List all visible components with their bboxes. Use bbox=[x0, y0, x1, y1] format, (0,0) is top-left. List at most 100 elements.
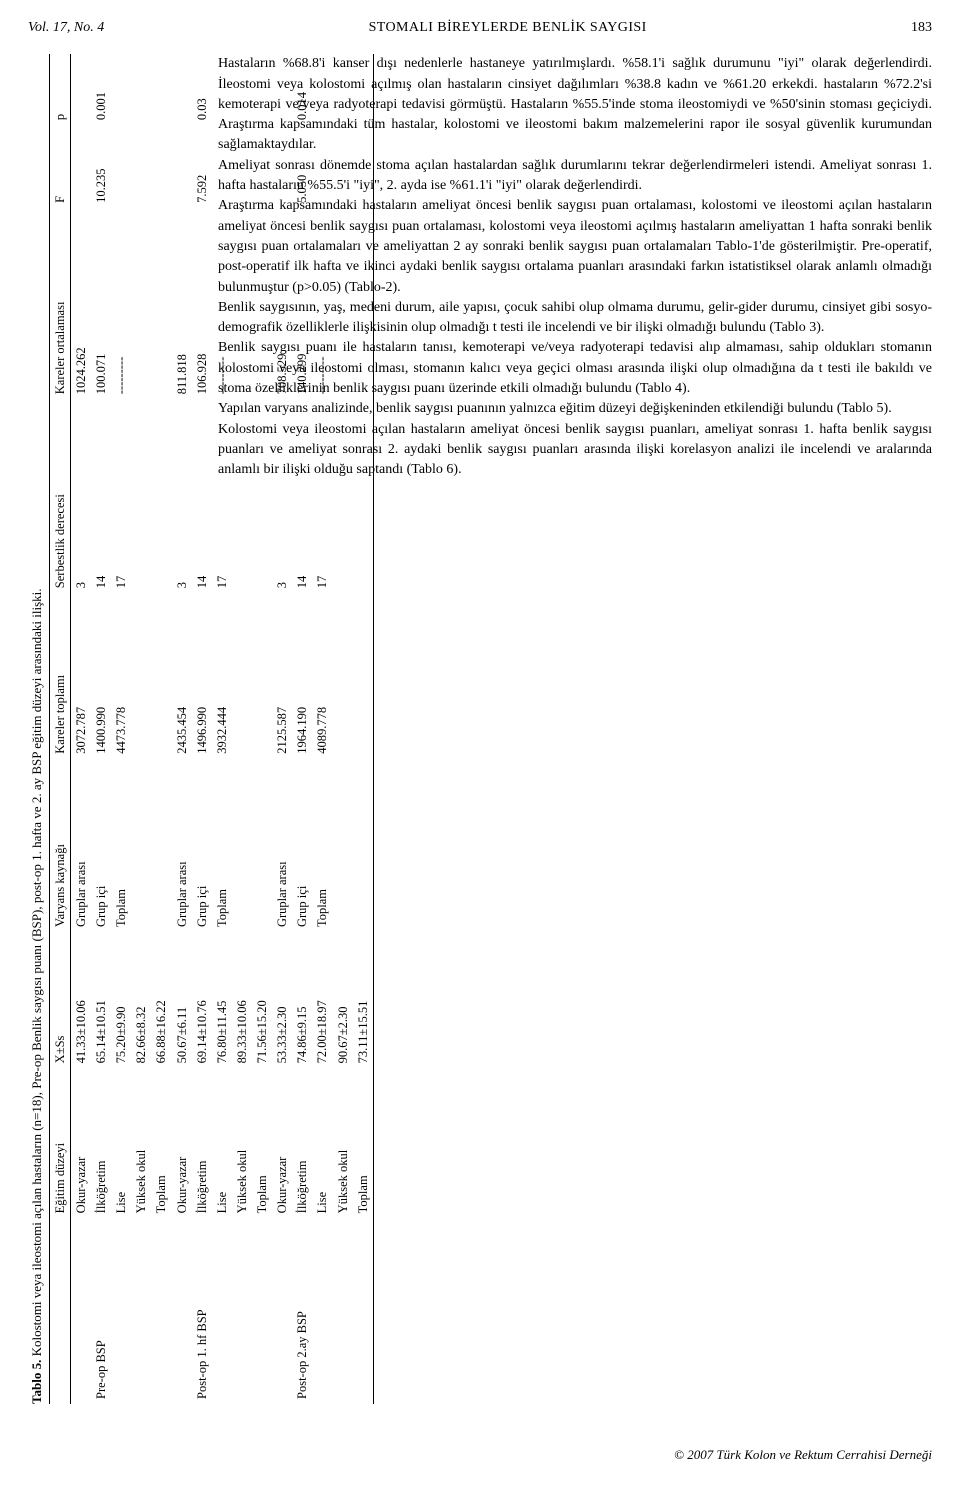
table-cell bbox=[151, 125, 171, 208]
table-cell: 14 bbox=[91, 400, 111, 594]
table-row: Lise75.20±9.90Toplam4473.77817--------- bbox=[111, 54, 131, 1404]
table-cell bbox=[131, 759, 151, 932]
table-cell bbox=[333, 400, 353, 594]
table-cell: Gruplar arası bbox=[172, 759, 192, 932]
th-xss: X±Ss bbox=[49, 932, 70, 1068]
table-cell: 65.14±10.51 bbox=[91, 932, 111, 1068]
th-f: F bbox=[49, 125, 70, 208]
table-cell: Toplam bbox=[212, 759, 232, 932]
table-cell bbox=[131, 54, 151, 125]
table-cell bbox=[252, 759, 272, 932]
table-cell: 1964.190 bbox=[292, 594, 312, 760]
header-page-number: 183 bbox=[911, 18, 932, 38]
table-cell bbox=[252, 594, 272, 760]
table-cell bbox=[172, 125, 192, 208]
table-cell bbox=[333, 125, 353, 208]
table-cell: 89.33±10.06 bbox=[232, 932, 252, 1068]
table-row: Okur-yazar50.67±6.11Gruplar arası2435.45… bbox=[172, 54, 192, 1404]
table-cell: 140.299 bbox=[292, 208, 312, 399]
table-cell bbox=[312, 54, 332, 125]
table-row: Toplam66.88±16.22 bbox=[151, 54, 171, 1404]
rotated-table-wrapper: Tablo 5. Kolostomi veya ileostomi açılan… bbox=[28, 54, 196, 1404]
table-cell: 41.33±10.06 bbox=[70, 932, 91, 1068]
table-cell: Grup içi bbox=[91, 759, 111, 932]
table-caption-text: Kolostomi veya ileostomi açılan hastalar… bbox=[29, 589, 44, 1360]
th-varyans: Varyans kaynağı bbox=[49, 759, 70, 932]
table-cell: 0.03 bbox=[192, 54, 212, 125]
table-row: Yüksek okul89.33±10.06 bbox=[232, 54, 252, 1404]
table-cell: 69.14±10.76 bbox=[192, 932, 212, 1068]
table-cell bbox=[232, 54, 252, 125]
block-label-cell: Pre-op BSP bbox=[91, 1219, 111, 1405]
block-label-cell: Post-op 2.ay BSP bbox=[292, 1219, 312, 1405]
table-cell: 4089.778 bbox=[312, 594, 332, 760]
table-row: Toplam73.11±15.51 bbox=[353, 54, 374, 1404]
table-cell: 17 bbox=[312, 400, 332, 594]
table-cell bbox=[312, 125, 332, 208]
table-cell: --------- bbox=[212, 208, 232, 399]
table-caption-label: Tablo 5. bbox=[29, 1360, 44, 1404]
table-cell: İlköğretim bbox=[192, 1069, 212, 1219]
th-blank bbox=[49, 1219, 70, 1405]
table-cell bbox=[151, 54, 171, 125]
table-cell: 4473.778 bbox=[111, 594, 131, 760]
table-row: Post-op 1. hf BSPİlköğretim69.14±10.76Gr… bbox=[192, 54, 212, 1404]
table-cell: 811.818 bbox=[172, 208, 192, 399]
table-cell: 3072.787 bbox=[70, 594, 91, 760]
table-cell bbox=[232, 208, 252, 399]
table-cell: Grup içi bbox=[292, 759, 312, 932]
table-cell bbox=[131, 594, 151, 760]
running-header: Vol. 17, No. 4 STOMALI BİREYLERDE BENLİK… bbox=[28, 18, 932, 38]
table-cell: Toplam bbox=[353, 1069, 374, 1219]
block-label-cell bbox=[232, 1219, 252, 1405]
table-cell: 17 bbox=[111, 400, 131, 594]
table-cell: İlköğretim bbox=[292, 1069, 312, 1219]
table-cell: 73.11±15.51 bbox=[353, 932, 374, 1068]
table-cell: --------- bbox=[312, 208, 332, 399]
table-cell: Toplam bbox=[312, 759, 332, 932]
table-cell: Okur-yazar bbox=[172, 1069, 192, 1219]
table-cell bbox=[272, 54, 292, 125]
table-cell bbox=[212, 54, 232, 125]
table-cell bbox=[333, 594, 353, 760]
th-egitim: Eğitim düzeyi bbox=[49, 1069, 70, 1219]
table-cell: Gruplar arası bbox=[70, 759, 91, 932]
table-cell: Lise bbox=[312, 1069, 332, 1219]
table-cell: 71.56±15.20 bbox=[252, 932, 272, 1068]
block-label-cell bbox=[212, 1219, 232, 1405]
table-cell: Okur-yazar bbox=[272, 1069, 292, 1219]
th-kareler-ort: Kareler ortalaması bbox=[49, 208, 70, 399]
table-cell: Grup içi bbox=[192, 759, 212, 932]
table-cell: 74.86±9.15 bbox=[292, 932, 312, 1068]
table-cell: Toplam bbox=[151, 1069, 171, 1219]
table-cell bbox=[252, 54, 272, 125]
main-content: Tablo 5. Kolostomi veya ileostomi açılan… bbox=[28, 54, 932, 1404]
table-row: Okur-yazar53.33±2.30Gruplar arası2125.58… bbox=[272, 54, 292, 1404]
table-cell bbox=[131, 208, 151, 399]
table-cell: 75.20±9.90 bbox=[111, 932, 131, 1068]
table-cell: İlköğretim bbox=[91, 1069, 111, 1219]
th-kareler-toplami: Kareler toplamı bbox=[49, 594, 70, 760]
table-header-row: Eğitim düzeyi X±Ss Varyans kaynağı Karel… bbox=[49, 54, 70, 1404]
table-cell: 3932.444 bbox=[212, 594, 232, 760]
table-cell bbox=[151, 759, 171, 932]
table-caption: Tablo 5. Kolostomi veya ileostomi açılan… bbox=[28, 54, 47, 1404]
block-label-cell bbox=[252, 1219, 272, 1405]
table-cell: Lise bbox=[111, 1069, 131, 1219]
table-cell bbox=[353, 594, 374, 760]
table-cell: 90.67±2.30 bbox=[333, 932, 353, 1068]
table-cell bbox=[353, 54, 374, 125]
block-label-cell bbox=[172, 1219, 192, 1405]
table-cell: 708.529 bbox=[272, 208, 292, 399]
table-row: Pre-op BSPİlköğretim65.14±10.51Grup içi 1… bbox=[91, 54, 111, 1404]
table-cell bbox=[353, 759, 374, 932]
table-cell: 5.050 bbox=[292, 125, 312, 208]
table-cell: 2125.587 bbox=[272, 594, 292, 760]
header-volume: Vol. 17, No. 4 bbox=[28, 18, 104, 38]
table-cell bbox=[272, 125, 292, 208]
table-row: Lise76.80±11.45Toplam3932.44417--------- bbox=[212, 54, 232, 1404]
header-title: STOMALI BİREYLERDE BENLİK SAYGISI bbox=[104, 18, 911, 38]
table-cell: 1024.262 bbox=[70, 208, 91, 399]
table-cell: Yüksek okul bbox=[333, 1069, 353, 1219]
table-cell: 0.001 bbox=[91, 54, 111, 125]
